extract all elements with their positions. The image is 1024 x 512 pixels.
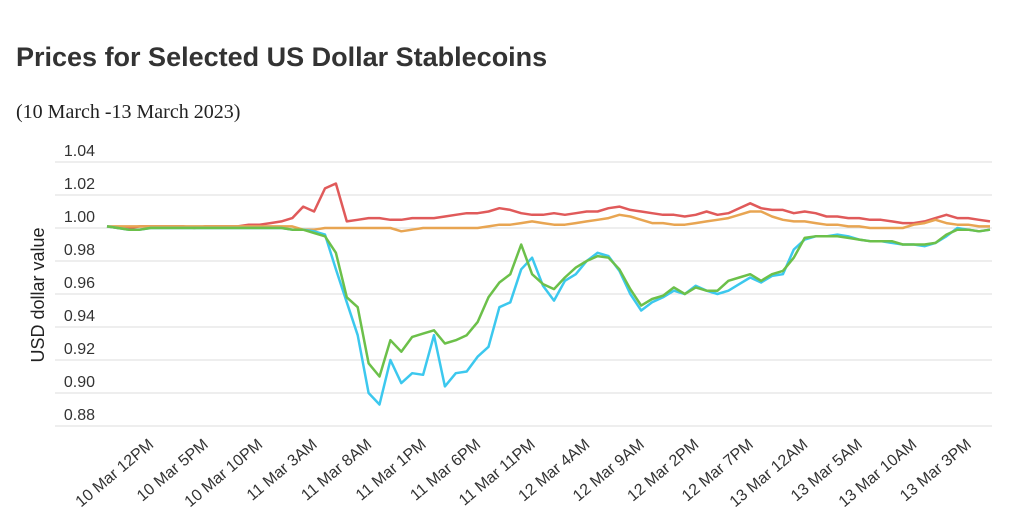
- y-tick-label: 1.00: [64, 209, 95, 226]
- y-tick-label: 0.98: [64, 242, 95, 259]
- y-axis-title: USD dollar value: [28, 227, 48, 362]
- chart-title: Prices for Selected US Dollar Stablecoin…: [16, 42, 547, 72]
- line: [106, 225, 991, 406]
- y-tick-label: 0.94: [64, 308, 95, 325]
- y-tick-label: 0.90: [64, 374, 95, 391]
- y-tick-label: 1.02: [64, 176, 95, 193]
- line: [107, 210, 990, 233]
- line: [106, 225, 991, 378]
- y-tick-label: 0.92: [64, 341, 95, 358]
- y-tick-label: 1.04: [64, 143, 95, 160]
- y-tick-label: 0.88: [64, 407, 95, 424]
- y-tick-label: 0.96: [64, 275, 95, 292]
- chart-subtitle: (10 March -13 March 2023): [16, 101, 240, 123]
- line: [106, 182, 991, 230]
